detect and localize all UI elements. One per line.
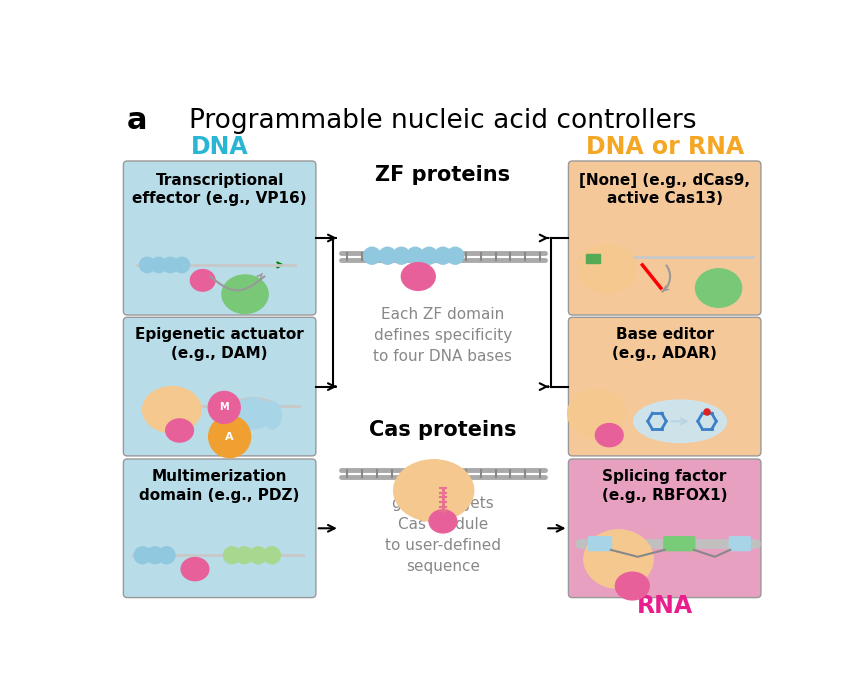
Text: Base editor
(e.g., ADAR): Base editor (e.g., ADAR) bbox=[612, 328, 717, 361]
Circle shape bbox=[146, 547, 163, 564]
Text: Epigenetic actuator
(e.g., DAM): Epigenetic actuator (e.g., DAM) bbox=[135, 328, 304, 361]
Text: [None] (e.g., dCas9,
active Cas13): [None] (e.g., dCas9, active Cas13) bbox=[580, 173, 750, 206]
FancyBboxPatch shape bbox=[568, 161, 761, 315]
Circle shape bbox=[393, 247, 410, 264]
FancyBboxPatch shape bbox=[664, 537, 695, 551]
Ellipse shape bbox=[584, 530, 653, 588]
Text: Programmable nucleic acid controllers: Programmable nucleic acid controllers bbox=[189, 108, 696, 134]
Ellipse shape bbox=[263, 401, 281, 429]
FancyBboxPatch shape bbox=[124, 459, 316, 598]
FancyBboxPatch shape bbox=[124, 161, 316, 315]
Text: DNA: DNA bbox=[191, 135, 248, 159]
Ellipse shape bbox=[401, 262, 435, 290]
Text: Each ZF domain
defines specificity
to four DNA bases: Each ZF domain defines specificity to fo… bbox=[374, 307, 512, 364]
Text: Splicing factor
(e.g., RBFOX1): Splicing factor (e.g., RBFOX1) bbox=[602, 469, 727, 503]
Ellipse shape bbox=[578, 244, 636, 293]
Circle shape bbox=[420, 247, 438, 264]
Circle shape bbox=[174, 258, 189, 272]
Ellipse shape bbox=[567, 389, 626, 438]
Circle shape bbox=[379, 247, 396, 264]
Ellipse shape bbox=[595, 424, 623, 447]
Ellipse shape bbox=[615, 572, 650, 600]
Text: DNA or RNA: DNA or RNA bbox=[586, 135, 744, 159]
Circle shape bbox=[134, 547, 151, 564]
Circle shape bbox=[434, 247, 452, 264]
Text: RNA: RNA bbox=[637, 594, 693, 618]
Circle shape bbox=[363, 247, 381, 264]
Text: Multimerization
domain (e.g., PDZ): Multimerization domain (e.g., PDZ) bbox=[139, 469, 300, 503]
Circle shape bbox=[163, 258, 178, 272]
Circle shape bbox=[250, 547, 266, 564]
Ellipse shape bbox=[222, 275, 268, 314]
Ellipse shape bbox=[429, 510, 457, 533]
Ellipse shape bbox=[190, 270, 215, 291]
Circle shape bbox=[139, 258, 155, 272]
FancyBboxPatch shape bbox=[588, 537, 612, 551]
Text: M: M bbox=[220, 402, 229, 412]
Circle shape bbox=[704, 409, 710, 415]
Circle shape bbox=[151, 258, 166, 272]
Text: Cas proteins: Cas proteins bbox=[369, 421, 516, 440]
Ellipse shape bbox=[394, 460, 474, 522]
FancyBboxPatch shape bbox=[729, 537, 750, 551]
Ellipse shape bbox=[143, 386, 202, 433]
Circle shape bbox=[407, 247, 424, 264]
Circle shape bbox=[264, 547, 280, 564]
Ellipse shape bbox=[634, 400, 727, 442]
Text: gRNA targets
Cas module
to user-defined
sequence: gRNA targets Cas module to user-defined … bbox=[385, 496, 501, 574]
FancyBboxPatch shape bbox=[124, 317, 316, 456]
Ellipse shape bbox=[234, 398, 272, 429]
Text: ZF proteins: ZF proteins bbox=[375, 165, 510, 185]
Text: a: a bbox=[127, 106, 148, 136]
Text: A: A bbox=[225, 432, 234, 442]
Circle shape bbox=[223, 547, 240, 564]
Circle shape bbox=[447, 247, 464, 264]
Ellipse shape bbox=[166, 419, 194, 442]
Circle shape bbox=[158, 547, 175, 564]
Bar bbox=[586, 254, 600, 263]
FancyBboxPatch shape bbox=[568, 317, 761, 456]
Ellipse shape bbox=[181, 557, 208, 581]
FancyBboxPatch shape bbox=[568, 459, 761, 598]
Text: Transcriptional
effector (e.g., VP16): Transcriptional effector (e.g., VP16) bbox=[132, 173, 307, 206]
Ellipse shape bbox=[695, 269, 741, 307]
Circle shape bbox=[236, 547, 253, 564]
